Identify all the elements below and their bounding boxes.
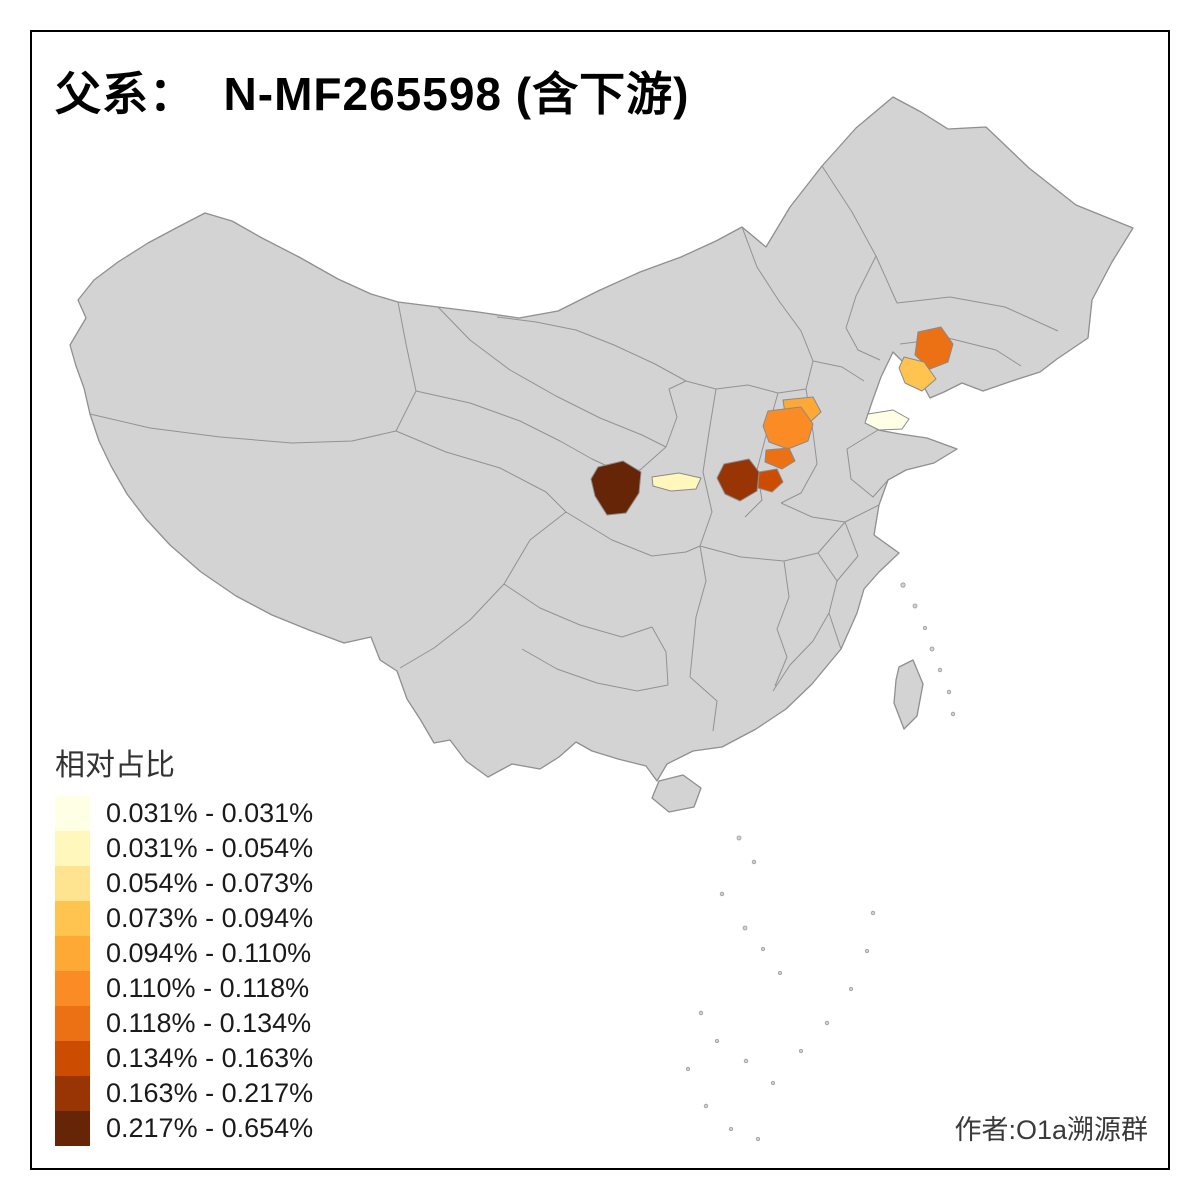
- legend-item: 0.094% - 0.110%: [55, 936, 313, 971]
- hainan-island: [651, 774, 702, 813]
- legend-label: 0.054% - 0.073%: [106, 868, 314, 898]
- legend-item: 0.031% - 0.054%: [55, 831, 313, 866]
- legend-item: 0.031% - 0.031%: [55, 796, 313, 831]
- plot-frame: [30, 30, 1170, 1170]
- legend-label: 0.094% - 0.110%: [106, 938, 312, 968]
- legend-item: 0.054% - 0.073%: [55, 866, 313, 901]
- legend-label: 0.031% - 0.054%: [106, 833, 314, 863]
- legend-swatch: [55, 971, 90, 1006]
- author-credit: 作者:O1a溯源群: [954, 1115, 1148, 1145]
- legend: 相对占比 0.031% - 0.031% 0.031% - 0.054% 0.0…: [55, 740, 313, 1146]
- legend-item: 0.163% - 0.217%: [55, 1076, 313, 1111]
- legend-label: 0.073% - 0.094%: [106, 903, 314, 933]
- choropleth-region: [590, 460, 642, 516]
- page-title: 父系： N-MF265598 (含下游): [55, 68, 690, 120]
- legend-title: 相对占比: [55, 749, 175, 782]
- legend-item: 0.073% - 0.094%: [55, 901, 313, 936]
- legend-item: 0.217% - 0.654%: [55, 1111, 313, 1146]
- legend-swatch: [55, 901, 90, 936]
- east-coast-islands: [900, 582, 956, 717]
- mainland-china: [69, 96, 1134, 782]
- choropleth-region: [914, 326, 954, 370]
- legend-swatch: [55, 1111, 90, 1146]
- legend-label: 0.134% - 0.163%: [106, 1043, 314, 1073]
- province-borders: [89, 165, 1059, 732]
- legend-swatch: [55, 796, 90, 831]
- choropleth-region: [898, 356, 937, 392]
- legend-label: 0.118% - 0.134%: [106, 1008, 312, 1038]
- choropleth-region: [757, 468, 784, 493]
- legend-label: 0.163% - 0.217%: [106, 1078, 314, 1108]
- choropleth-regions: [590, 326, 954, 516]
- legend-item: 0.118% - 0.134%: [55, 1006, 313, 1041]
- choropleth-region: [864, 409, 910, 431]
- legend-item: 0.110% - 0.118%: [55, 971, 313, 1006]
- legend-label: 0.110% - 0.118%: [106, 973, 310, 1003]
- taiwan-island: [893, 659, 924, 730]
- legend-swatch: [55, 1076, 90, 1111]
- legend-swatch: [55, 936, 90, 971]
- province-border-lines: [89, 165, 1059, 732]
- legend-item: 0.134% - 0.163%: [55, 1041, 313, 1076]
- south-china-sea-islands: [686, 835, 876, 1142]
- legend-swatch: [55, 1006, 90, 1041]
- legend-swatch: [55, 866, 90, 901]
- legend-swatch: [55, 1041, 90, 1076]
- choropleth-region: [764, 447, 796, 470]
- choropleth-region: [651, 472, 702, 492]
- legend-swatch: [55, 831, 90, 866]
- choropleth-region: [762, 406, 814, 450]
- legend-label: 0.217% - 0.654%: [106, 1113, 314, 1143]
- choropleth-region: [716, 458, 760, 502]
- legend-label: 0.031% - 0.031%: [106, 798, 314, 828]
